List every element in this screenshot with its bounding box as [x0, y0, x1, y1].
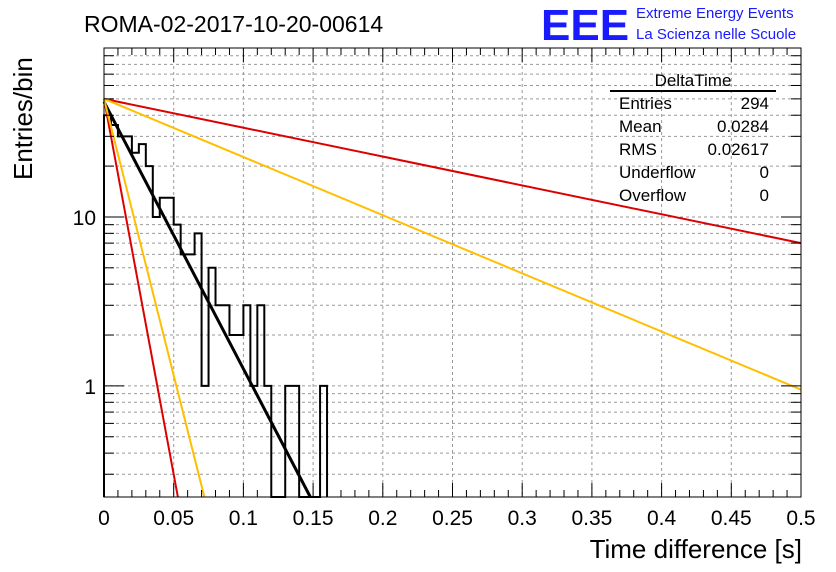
x-tick-label: 0.2 [368, 507, 397, 530]
stats-value: 0.02617 [708, 140, 769, 159]
stats-value: 294 [741, 94, 769, 113]
fit-line [103, 97, 802, 391]
x-tick-label: 0.45 [711, 507, 752, 530]
stats-value: 0.0284 [717, 117, 769, 136]
stats-label: RMS [619, 140, 657, 159]
fit-line [103, 98, 179, 498]
x-tick-label: 0.15 [293, 507, 334, 530]
histogram-outline [103, 114, 329, 498]
logo-eee: EEE [541, 1, 629, 50]
fit-line [102, 101, 312, 498]
logo-line-1: Extreme Energy Events [636, 5, 794, 22]
fit-lines [102, 97, 802, 498]
fit-line [103, 98, 206, 498]
x-tick-label: 0.4 [647, 507, 677, 530]
stats-label: Overflow [619, 186, 687, 205]
chart-title: ROMA-02-2017-10-20-00614 [84, 11, 383, 37]
x-tick-label: 0.3 [508, 507, 537, 530]
logo-line-2: La Scienza nelle Scuole [636, 26, 796, 43]
fit-line [103, 97, 802, 245]
stats-label: Mean [619, 117, 662, 136]
x-axis-label: Time difference [s] [590, 534, 802, 564]
histogram [103, 114, 329, 498]
x-tick-label: 0.25 [432, 507, 473, 530]
x-tick-label: 0.5 [786, 507, 815, 530]
x-tick-label: 0.05 [153, 507, 194, 530]
stats-label: Entries [619, 94, 672, 113]
x-tick-label: 0 [98, 507, 110, 530]
stats-value: 0 [760, 186, 769, 205]
stats-header: DeltaTime [655, 71, 732, 90]
stats-label: Underflow [619, 163, 696, 182]
axis-ticks: 0 0.05 0.1 0.15 0.2 0.25 0.3 0.35 0.4 0.45 0.5 1 10 [73, 47, 816, 530]
x-tick-label: 0.1 [229, 507, 258, 530]
grid-lines [104, 47, 801, 497]
y-tick-label: 10 [73, 207, 96, 230]
stats-value: 0 [760, 163, 769, 182]
y-tick-label: 1 [84, 376, 96, 399]
y-axis-label: Entries/bin [8, 57, 38, 180]
x-tick-label: 0.35 [571, 507, 612, 530]
stats-box: DeltaTime Entries 294 Mean 0.0284 RMS 0.… [610, 71, 776, 205]
